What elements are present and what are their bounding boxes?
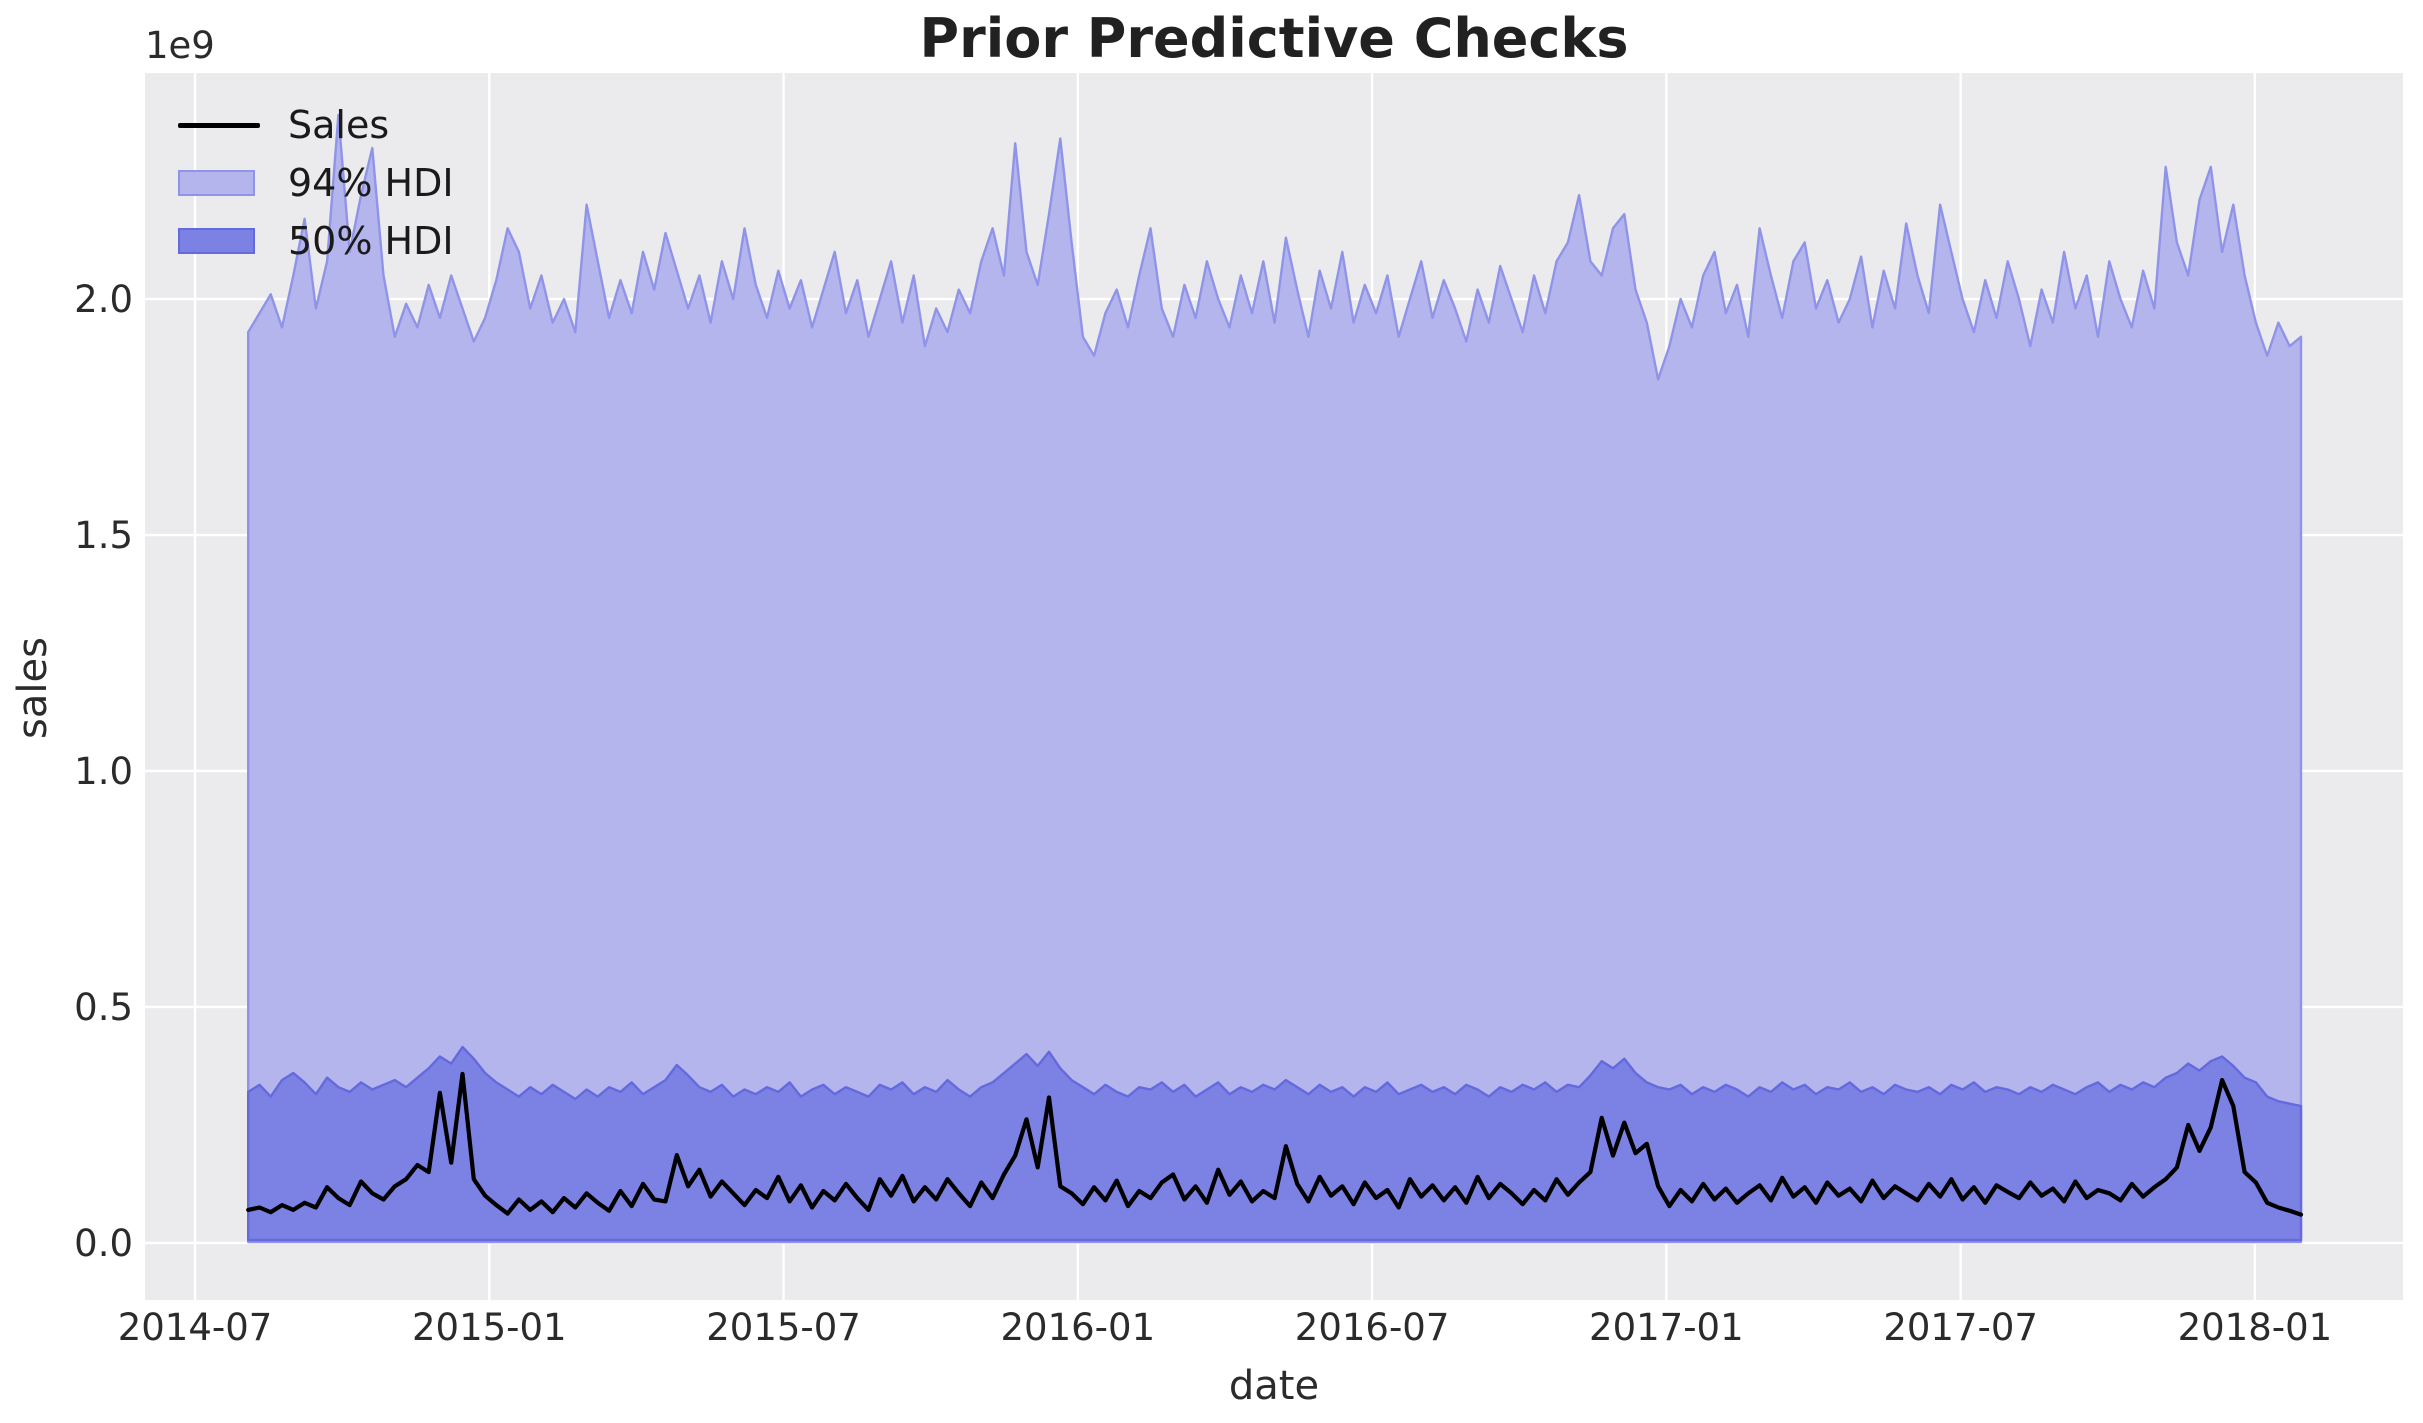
x-tick-label: 2015-01 [412, 1306, 567, 1349]
legend-label-94-hdi: 94% HDI [288, 161, 454, 205]
legend-item-sales: Sales [178, 96, 454, 154]
legend-label-sales: Sales [288, 103, 390, 147]
x-tick-label: 2016-07 [1295, 1306, 1450, 1349]
y-axis-offset-label: 1e9 [145, 24, 215, 67]
y-tick-label: 2.0 [74, 278, 133, 321]
legend-item-94-hdi: 94% HDI [178, 154, 454, 212]
legend-item-50-hdi: 50% HDI [178, 212, 454, 270]
y-tick-label: 0.5 [74, 986, 133, 1029]
x-tick-label: 2017-01 [1589, 1306, 1744, 1349]
sales-line-swatch-icon [178, 122, 260, 128]
x-tick-label: 2014-07 [118, 1306, 273, 1349]
x-tick-label: 2015-07 [706, 1306, 861, 1349]
y-tick-label: 1.0 [74, 750, 133, 793]
sales-line [246, 1071, 2304, 1217]
legend: Sales 94% HDI 50% HDI [178, 96, 454, 270]
legend-label-50-hdi: 50% HDI [288, 219, 454, 263]
band-94-hdi [246, 113, 2303, 1244]
x-axis-label: date [1229, 1363, 1319, 1409]
x-tick-label: 2016-01 [1001, 1306, 1156, 1349]
series-layer [246, 113, 2304, 1244]
hdi94-patch-swatch-icon [178, 170, 260, 196]
hdi50-patch-swatch-icon [178, 228, 260, 254]
y-tick-label: 0.0 [74, 1222, 133, 1265]
x-tick-label: 2017-07 [1883, 1306, 2038, 1349]
tick-labels: 2014-07 2015-01 2015-07 2016-01 2016-07 2017-… [74, 278, 2332, 1349]
y-axis-label: sales [10, 637, 56, 739]
x-tick-label: 2018-01 [2178, 1306, 2333, 1349]
chart-title: Prior Predictive Checks [920, 7, 1629, 70]
y-tick-label: 1.5 [74, 514, 133, 557]
